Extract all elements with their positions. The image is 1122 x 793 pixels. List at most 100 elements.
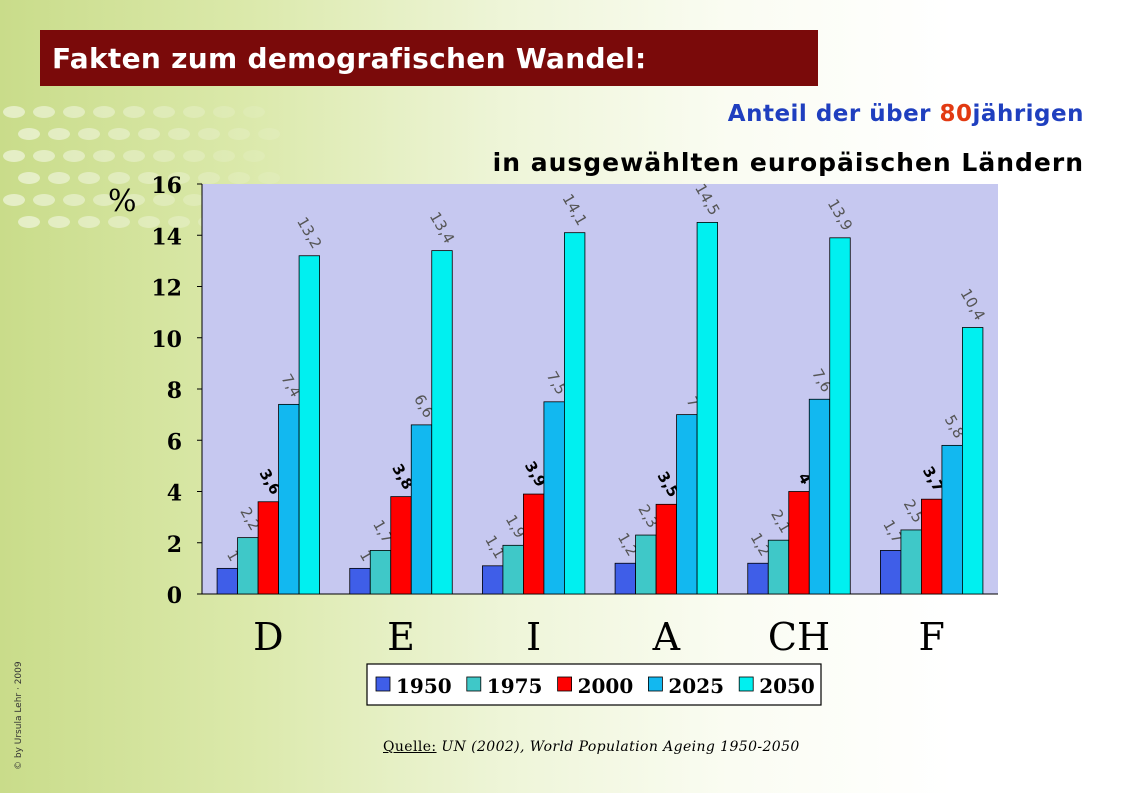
- decorative-dot: [93, 150, 115, 162]
- y-tick-label: 0: [167, 583, 182, 609]
- decorative-dot: [183, 194, 205, 206]
- decorative-dot: [213, 150, 235, 162]
- legend-label-1950: 1950: [396, 674, 452, 698]
- decorative-dot: [3, 106, 25, 118]
- bar-2025-D: [278, 403, 300, 595]
- subtitle-suffix: jährigen: [972, 101, 1084, 127]
- decorative-dot: [258, 172, 280, 184]
- category-label-a: A: [652, 615, 681, 659]
- decorative-dot: [183, 106, 205, 118]
- decorative-dot: [3, 194, 25, 206]
- decorative-dot: [108, 216, 130, 228]
- y-tick-label: 2: [167, 532, 182, 558]
- decorative-dot: [183, 150, 205, 162]
- legend-swatch-2000: [557, 676, 572, 692]
- decorative-dot: [243, 150, 265, 162]
- page-title: Fakten zum demografischen Wandel:: [52, 41, 647, 75]
- y-tick-label: 4: [167, 481, 182, 507]
- bar-2000-F: [921, 498, 943, 595]
- category-label-e: E: [387, 615, 415, 659]
- decorative-dot: [78, 128, 100, 140]
- subtitle-line-2: in ausgewählten europäischen Ländern: [492, 148, 1084, 177]
- title-bar: Fakten zum demografischen Wandel:: [40, 30, 818, 86]
- bar-1950-E: [349, 567, 371, 595]
- bar-1975-A: [635, 534, 657, 595]
- decorative-dot: [153, 194, 175, 206]
- decorative-dot: [18, 172, 40, 184]
- category-label-i: I: [526, 615, 541, 659]
- bar-1950-F: [880, 550, 902, 595]
- decorative-dot: [123, 150, 145, 162]
- decorative-dot: [33, 194, 55, 206]
- y-tick-label: 6: [167, 429, 182, 455]
- bar-2050-F: [962, 327, 984, 595]
- bar-2025-A: [676, 414, 698, 595]
- decorative-dot: [168, 128, 190, 140]
- bar-1975-CH: [767, 539, 790, 595]
- decorative-dot: [78, 216, 100, 228]
- plot-area: [202, 184, 998, 594]
- bar-2050-I: [564, 232, 586, 595]
- decorative-dot: [33, 150, 55, 162]
- legend-label-2025: 2025: [668, 674, 724, 698]
- bar-1975-D: [237, 537, 259, 595]
- decorative-dot: [48, 128, 70, 140]
- decorative-dot: [198, 128, 220, 140]
- bar-2025-I: [543, 401, 565, 595]
- category-label-f: F: [918, 615, 944, 659]
- subtitle-highlight: 80: [939, 101, 973, 127]
- decorative-dot: [48, 216, 70, 228]
- decorative-dot: [108, 172, 130, 184]
- decorative-dot: [18, 128, 40, 140]
- decorative-dot: [153, 150, 175, 162]
- decorative-dot: [138, 128, 160, 140]
- bar-1975-E: [369, 550, 392, 595]
- source-text: UN (2002), World Population Ageing 1950-…: [436, 739, 800, 755]
- decorative-dot: [213, 106, 235, 118]
- bar-2050-A: [696, 222, 718, 595]
- decorative-dot: [63, 150, 85, 162]
- decorative-dot: [93, 106, 115, 118]
- y-tick-label: 16: [151, 173, 182, 199]
- decorative-dot: [168, 172, 190, 184]
- bar-1950-D: [216, 567, 238, 595]
- legend-swatch-2025: [648, 676, 663, 692]
- bar-2000-E: [390, 496, 412, 595]
- decorative-dot: [228, 128, 250, 140]
- legend-label-1975: 1975: [487, 674, 543, 698]
- bar-1950-A: [614, 562, 636, 595]
- decorative-dot: [153, 106, 175, 118]
- decorative-dot: [123, 106, 145, 118]
- decorative-dot: [3, 150, 25, 162]
- y-tick-label: 8: [167, 378, 182, 404]
- legend-swatch-2050: [738, 676, 754, 692]
- bar-2000-D: [257, 501, 279, 595]
- decorative-dot: [33, 106, 55, 118]
- bar-2050-CH: [829, 237, 851, 595]
- bar-2050-D: [298, 255, 320, 595]
- subtitle-prefix: Anteil der über: [727, 101, 940, 127]
- copyright-note: © by Ursula Lehr · 2009: [14, 661, 24, 770]
- decorative-dot: [78, 172, 100, 184]
- decorative-dot: [168, 216, 190, 228]
- bar-2000-CH: [788, 491, 810, 595]
- bar-2025-E: [410, 424, 433, 595]
- subtitle-line-1: Anteil der über 80jährigen: [728, 101, 1084, 127]
- decorative-dot: [63, 194, 85, 206]
- y-axis-label: %: [108, 184, 137, 219]
- bar-2000-A: [655, 503, 677, 595]
- bar-1975-F: [900, 529, 922, 595]
- decorative-dot: [123, 194, 145, 206]
- source-label: Quelle:: [383, 739, 437, 755]
- decorative-dot: [228, 172, 250, 184]
- legend-swatch-1975: [466, 676, 482, 692]
- category-label-d: D: [253, 615, 283, 659]
- bar-2000-I: [523, 493, 545, 595]
- y-tick-label: 14: [151, 224, 182, 250]
- legend: 1950 1975 2000 2025 2050: [366, 663, 822, 706]
- source-note: Quelle: UN (2002), World Population Agei…: [383, 739, 800, 755]
- legend-label-2000: 2000: [578, 674, 634, 698]
- decorative-dot: [48, 172, 70, 184]
- decorative-dot: [18, 216, 40, 228]
